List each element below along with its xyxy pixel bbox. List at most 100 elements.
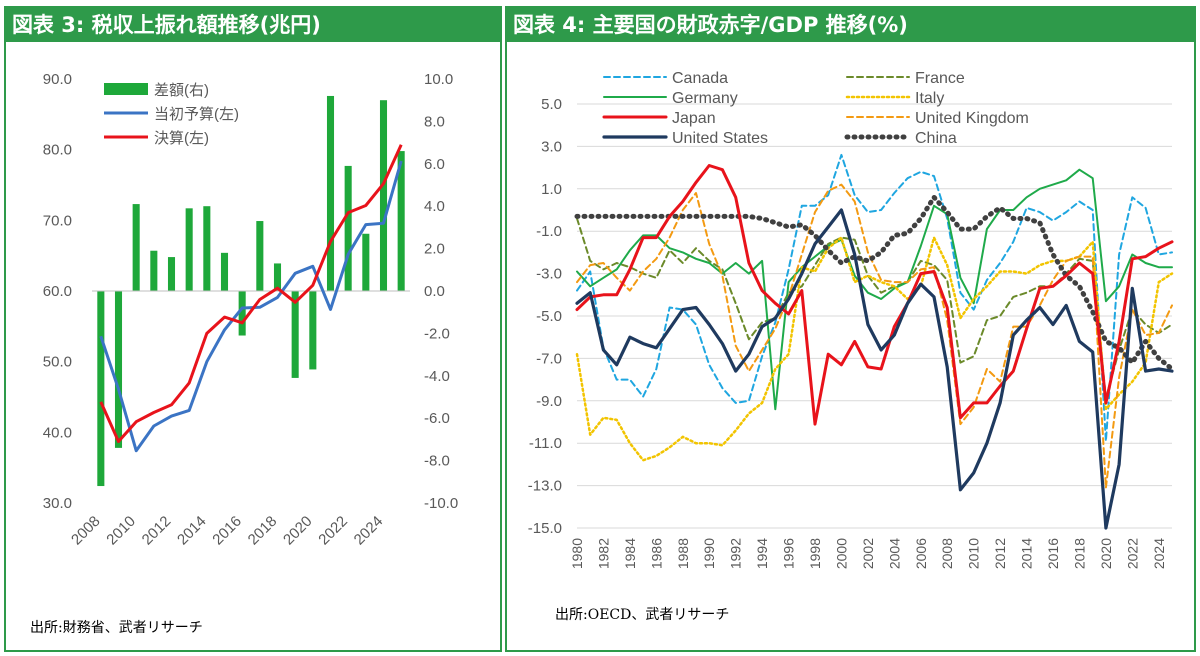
fiscal-deficit-chart: 5.0 3.0 1.0 -1.0 -3.0 -5.0 -7.0 -9.0 -11.0 -13.0 -… bbox=[528, 70, 1175, 569]
y-right-tick-label: 0.0 bbox=[424, 283, 445, 300]
y-right-tick-label: 2.0 bbox=[424, 241, 445, 258]
legend-label-united-kingdom: United Kingdom bbox=[915, 110, 1029, 127]
y-right-tick-label: 4.0 bbox=[424, 198, 445, 215]
y-right-tick-label: -10.0 bbox=[424, 495, 458, 512]
x-tick-label: 2016 bbox=[1045, 538, 1061, 569]
x-tick-label: 2008 bbox=[68, 513, 104, 549]
difference-bar bbox=[362, 233, 370, 291]
legend-label-settled: 決算(左) bbox=[154, 129, 209, 147]
x-tick-label: 2022 bbox=[1124, 538, 1140, 569]
y-left-tick-label: 70.0 bbox=[43, 212, 72, 229]
y-tick-label: -13.0 bbox=[528, 478, 562, 495]
y-right-tick-label: -4.0 bbox=[424, 368, 450, 385]
x-tick-label: 2024 bbox=[351, 513, 387, 549]
x-tick-label: 2020 bbox=[1098, 538, 1114, 569]
x-tick-label: 2010 bbox=[966, 538, 982, 569]
y-tick-label: -9.0 bbox=[536, 393, 562, 410]
x-tick-label: 2016 bbox=[209, 513, 245, 549]
y-right-tick-label: -6.0 bbox=[424, 410, 450, 427]
legend-label-initial-budget: 当初予算(左) bbox=[154, 105, 239, 123]
x-tick-label: 1994 bbox=[754, 538, 770, 569]
y-tick-label: 5.0 bbox=[541, 96, 562, 113]
legend-label-china: China bbox=[915, 130, 957, 147]
y-right-tick-label: 10.0 bbox=[424, 71, 453, 88]
tax-revenue-title: 図表 3: 税収上振れ額推移(兆円) bbox=[6, 8, 500, 42]
y-left-tick-label: 90.0 bbox=[43, 71, 72, 88]
x-tick-label: 1986 bbox=[648, 538, 664, 569]
x-tick-label: 2008 bbox=[939, 538, 955, 569]
x-tick-label: 2004 bbox=[886, 538, 902, 569]
series-line-united-states bbox=[575, 208, 1174, 530]
x-tick-label: 2000 bbox=[833, 538, 849, 569]
difference-bar bbox=[273, 263, 282, 291]
difference-bar bbox=[344, 165, 352, 291]
x-tick-label: 2022 bbox=[315, 513, 351, 549]
difference-bar bbox=[220, 252, 229, 291]
series-line-china bbox=[574, 194, 1175, 372]
x-tick-label: 2014 bbox=[174, 513, 210, 549]
y-left-tick-label: 60.0 bbox=[43, 283, 72, 300]
x-tick-label: 2002 bbox=[860, 538, 876, 569]
x-tick-label: 1982 bbox=[595, 538, 611, 569]
legend-swatch-difference bbox=[104, 83, 148, 95]
tax-revenue-source: 出所:財務省、武者リサーチ bbox=[30, 620, 203, 636]
difference-bar bbox=[150, 250, 158, 291]
difference-bar bbox=[132, 204, 140, 291]
series-line-france bbox=[576, 217, 1173, 400]
legend-label-italy: Italy bbox=[915, 90, 944, 107]
y-tick-label: 1.0 bbox=[541, 181, 562, 198]
legend-label-united-states: United States bbox=[672, 130, 768, 147]
fiscal-deficit-panel: 図表 4: 主要国の財政赤字/GDP 推移(%) 5.0 3.0 1.0 -1.0 -3… bbox=[505, 6, 1196, 652]
tax-revenue-chart: 90.0 80.0 70.0 60.0 50.0 40.0 30.0 10.0 8.0 6.0 4.… bbox=[43, 71, 458, 549]
difference-bar bbox=[167, 257, 176, 291]
y-tick-label: -7.0 bbox=[536, 350, 562, 367]
x-tick-label: 1992 bbox=[728, 538, 744, 569]
difference-bar bbox=[114, 291, 123, 448]
difference-bar bbox=[203, 206, 211, 291]
difference-bar bbox=[238, 291, 246, 336]
initial-budget-line bbox=[99, 160, 403, 453]
x-tick-label: 1984 bbox=[622, 538, 638, 569]
y-left-tick-label: 80.0 bbox=[43, 142, 72, 159]
y-right-tick-label: 6.0 bbox=[424, 156, 445, 173]
legend-label-difference: 差額(右) bbox=[154, 82, 209, 99]
y-tick-label: 3.0 bbox=[541, 138, 562, 155]
y-tick-label: -1.0 bbox=[536, 223, 562, 240]
series-line-canada bbox=[576, 153, 1173, 443]
y-right-tick-label: 8.0 bbox=[424, 113, 445, 130]
x-tick-label: 2020 bbox=[280, 513, 316, 549]
x-tick-label: 2018 bbox=[1071, 538, 1087, 569]
y-tick-label: -5.0 bbox=[536, 308, 562, 325]
x-tick-label: 2012 bbox=[139, 513, 175, 549]
fiscal-deficit-title: 図表 4: 主要国の財政赤字/GDP 推移(%) bbox=[507, 8, 1194, 42]
y-left-tick-label: 50.0 bbox=[43, 354, 72, 371]
x-tick-label: 1988 bbox=[675, 538, 691, 569]
difference-bar bbox=[97, 291, 105, 487]
difference-bar bbox=[291, 291, 299, 378]
settled-line bbox=[99, 144, 403, 443]
legend-label-france: France bbox=[915, 70, 965, 87]
tax-revenue-panel: 図表 3: 税収上振れ額推移(兆円) 90.0 80.0 70.0 60.0 50.0 4… bbox=[4, 6, 502, 652]
difference-bar bbox=[326, 95, 335, 292]
x-tick-label: 2024 bbox=[1151, 538, 1167, 569]
x-tick-label: 1990 bbox=[701, 538, 717, 569]
y-tick-label: -3.0 bbox=[536, 266, 562, 283]
x-tick-label: 1998 bbox=[807, 538, 823, 569]
x-tick-label: 2014 bbox=[1019, 538, 1035, 569]
legend-label-japan: Japan bbox=[672, 110, 716, 127]
difference-bar bbox=[397, 151, 405, 291]
series-line-italy bbox=[575, 236, 1174, 462]
x-tick-label: 2010 bbox=[103, 513, 139, 549]
y-tick-label: -11.0 bbox=[529, 435, 562, 452]
fiscal-deficit-source: 出所:OECD、武者リサーチ bbox=[555, 607, 730, 623]
y-left-tick-label: 40.0 bbox=[43, 424, 72, 441]
difference-bar bbox=[256, 221, 264, 291]
series-line-germany bbox=[576, 168, 1173, 411]
series-line-japan bbox=[575, 164, 1174, 426]
y-right-tick-label: -8.0 bbox=[424, 453, 450, 470]
difference-bar bbox=[379, 100, 388, 291]
y-left-tick-label: 30.0 bbox=[43, 495, 72, 512]
x-tick-label: 1996 bbox=[781, 538, 797, 569]
x-tick-label: 2006 bbox=[913, 538, 929, 569]
y-tick-label: -15.0 bbox=[528, 520, 562, 537]
